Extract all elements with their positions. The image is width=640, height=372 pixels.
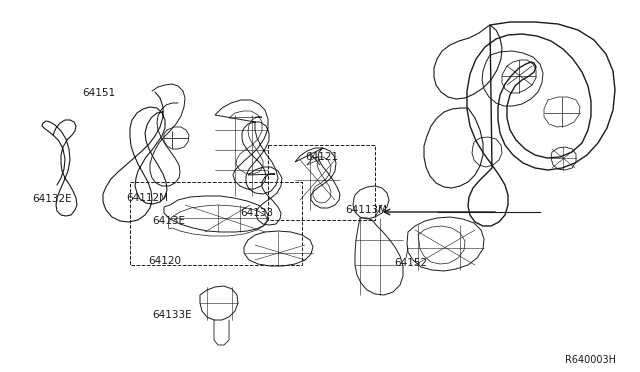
Text: 64133E: 64133E <box>152 310 191 320</box>
Text: 64120: 64120 <box>148 256 181 266</box>
Text: 64151: 64151 <box>82 88 115 98</box>
Text: 64121: 64121 <box>305 152 338 162</box>
Text: 64112M: 64112M <box>126 193 168 203</box>
Text: 64152: 64152 <box>394 258 427 268</box>
Text: 64132E: 64132E <box>32 194 72 204</box>
Bar <box>268 145 375 220</box>
Bar <box>130 182 302 265</box>
Text: R640003H: R640003H <box>565 355 616 365</box>
Text: 64113M: 64113M <box>345 205 387 215</box>
Text: 6413E: 6413E <box>152 216 185 226</box>
Text: 64133: 64133 <box>240 208 273 218</box>
